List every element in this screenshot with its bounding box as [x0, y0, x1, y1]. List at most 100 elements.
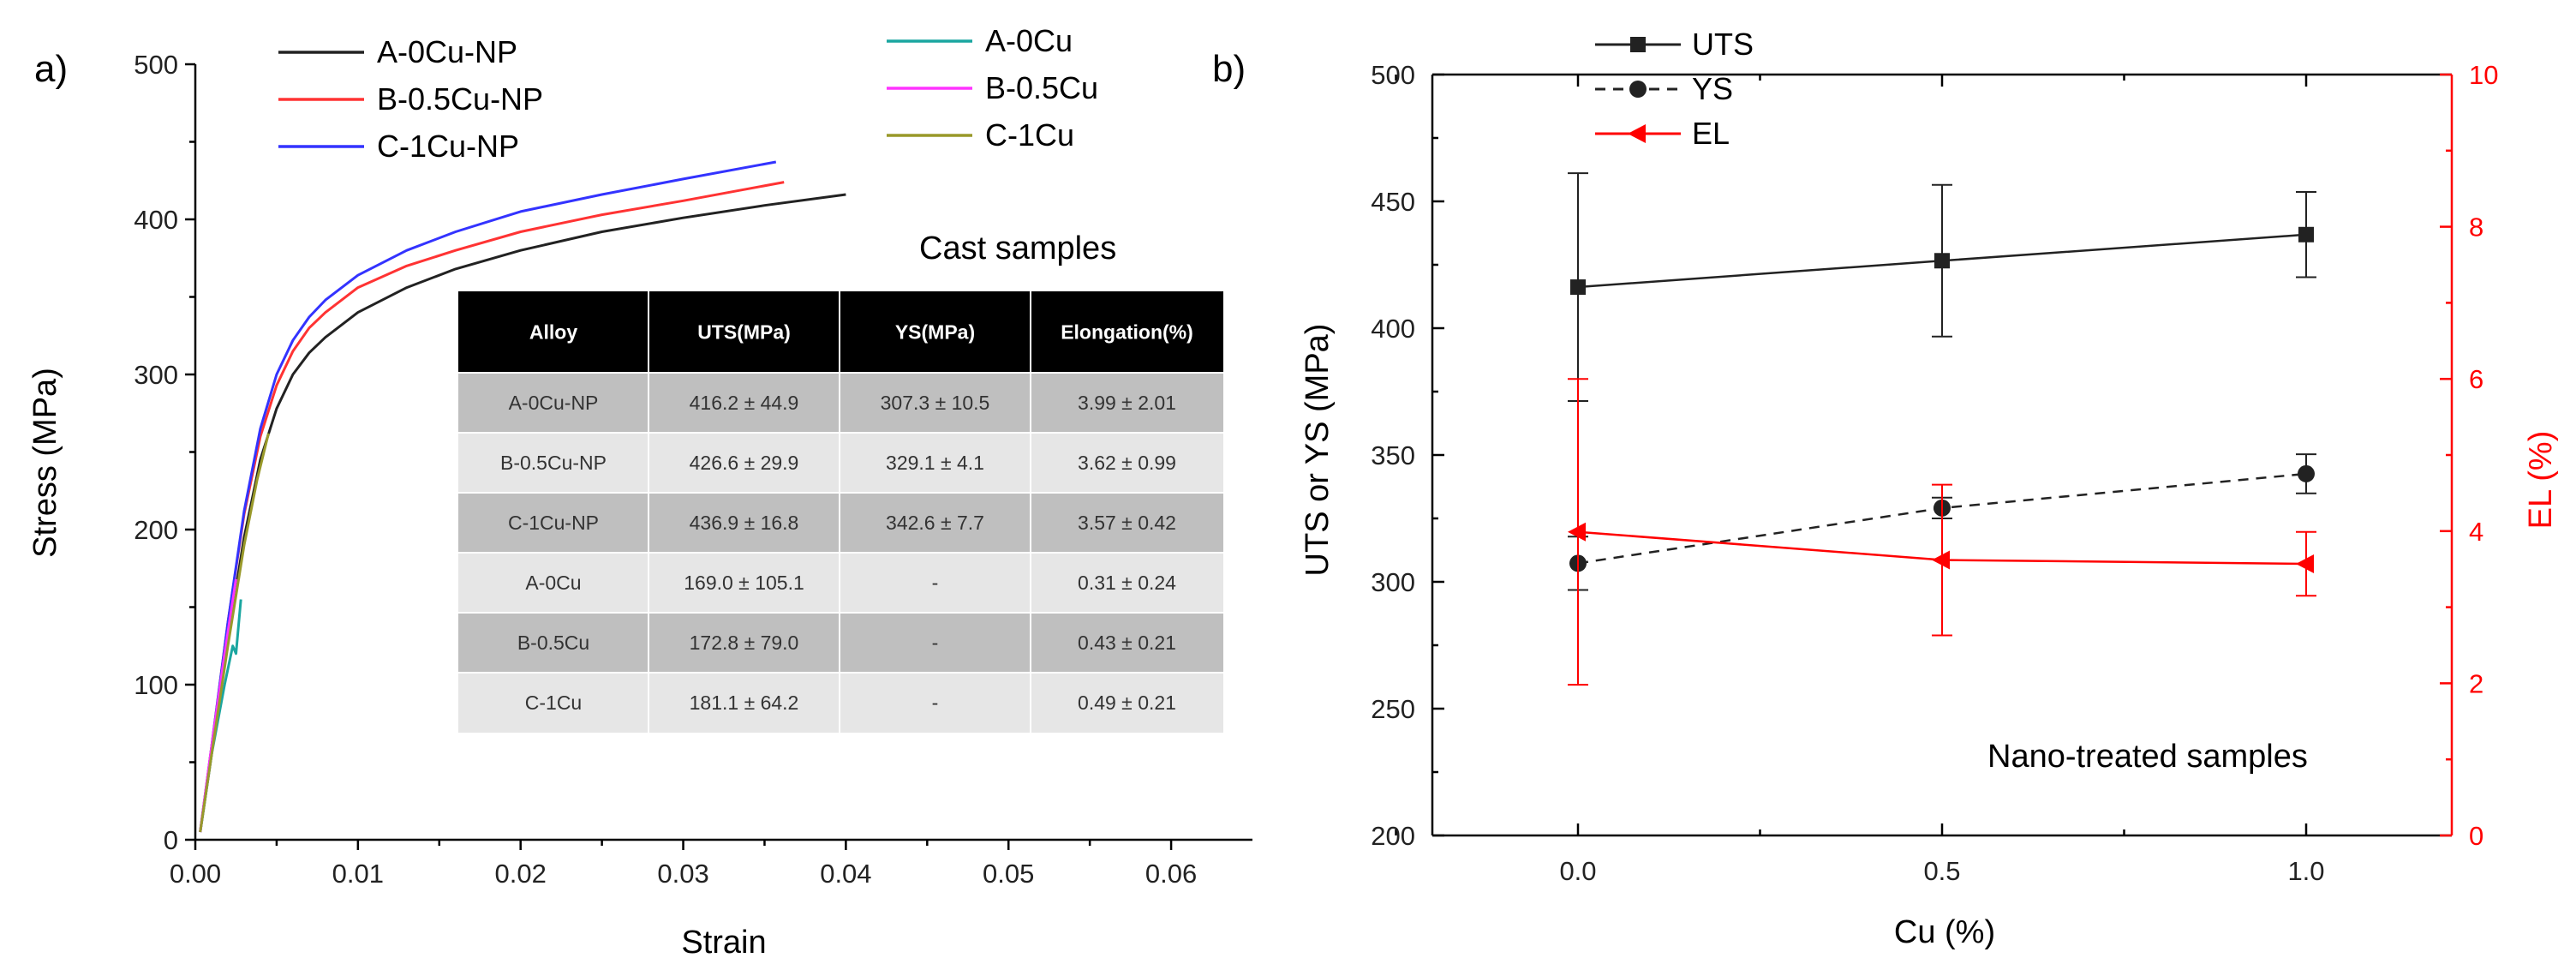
table-cell-bg [458, 673, 648, 733]
table-cell: 3.99 ± 2.01 [1078, 392, 1176, 414]
panel-b-y-tick-label: 350 [1371, 440, 1415, 470]
legend-label-c-1cu-np: C-1Cu-NP [377, 129, 519, 164]
table-cell: C-1Cu [525, 692, 582, 714]
table-cell: A-0Cu-NP [509, 392, 599, 414]
panel-a-y-tick-label: 400 [134, 205, 178, 235]
table-cell: A-0Cu [525, 572, 581, 594]
table-cell-bg [1031, 553, 1223, 613]
panel-b-y2-tick-label: 6 [2469, 364, 2483, 394]
legend-label-a-0cu: A-0Cu [985, 23, 1073, 58]
table-cell: 307.3 ± 10.5 [881, 392, 990, 414]
table-cell: 342.6 ± 7.7 [886, 512, 984, 534]
table-cell-bg [1031, 493, 1223, 553]
panel-b-x-tick-label: 0.5 [1923, 856, 1960, 886]
legend-label-ys: YS [1692, 71, 1733, 106]
panel-b-y-tick-label: 250 [1371, 694, 1415, 724]
panel-a-x-tick-label: 0.01 [332, 859, 384, 889]
panel-a-legend: A-0Cu-NP B-0.5Cu-NP C-1Cu-NP A-0Cu B-0.5Cu C-… [278, 23, 1098, 164]
table-cell-bg [840, 673, 1031, 733]
panel-a-label: a) [34, 48, 68, 90]
table-cell: 0.43 ± 0.21 [1078, 632, 1176, 654]
table-cell: B-0.5Cu [517, 632, 589, 654]
panel-a-curves [199, 160, 846, 833]
panel-b-y-tick-label: 500 [1371, 60, 1415, 90]
panel-a-y-tick-label: 100 [134, 670, 178, 700]
panel-a-y-tick-label: 0 [164, 825, 178, 855]
table-cell: 169.0 ± 105.1 [684, 572, 804, 594]
table-cell-bg [458, 613, 648, 673]
table-cell: 436.9 ± 16.8 [690, 512, 799, 534]
panel-a-x-tick-label: 0.03 [657, 859, 708, 889]
point-uts [1934, 253, 1950, 269]
table-cell: 416.2 ± 44.9 [690, 392, 799, 414]
table-header-cell [840, 291, 1031, 373]
table-cell: - [932, 572, 939, 594]
table-cell: 329.1 ± 4.1 [886, 452, 984, 474]
table-cell: 426.6 ± 29.9 [690, 452, 799, 474]
table-cell: 3.57 ± 0.42 [1078, 512, 1176, 534]
panel-a-y-tick-label: 500 [134, 50, 178, 80]
point-el [1568, 522, 1586, 542]
table-cell: - [932, 632, 939, 654]
table-cell-bg [648, 553, 840, 613]
panel-b-legend: UTS YS EL [1595, 27, 1754, 151]
cast-samples-table: Cast samples Alloy UTS(MPa) YS(MPa) Elongat… [458, 231, 1223, 733]
curve-c-1cu [199, 433, 270, 833]
panel-b-label: b) [1212, 48, 1246, 90]
nano-treated-annotation: Nano-treated samples [1987, 739, 2308, 775]
table-cell: 181.1 ± 64.2 [690, 692, 799, 714]
table-cell-bg [648, 373, 840, 433]
table-cell-bg [648, 673, 840, 733]
table-cell-bg [1031, 433, 1223, 493]
table-header-ys-mpa: YS(MPa) [895, 321, 975, 344]
legend-label-uts: UTS [1692, 27, 1754, 62]
table-cell: 172.8 ± 79.0 [690, 632, 799, 654]
panel-a-y-axis-title: Stress (MPa) [27, 368, 63, 558]
legend-marker-el [1628, 124, 1646, 143]
panel-b-y2-tick-label: 8 [2469, 213, 2483, 243]
panel-a-x-tick-label: 0.05 [983, 859, 1034, 889]
panel-a-x-tick-label: 0.06 [1145, 859, 1197, 889]
panel-b-x-tick-label: 1.0 [2287, 856, 2324, 886]
table-cell-bg [648, 493, 840, 553]
table-cell-bg [648, 433, 840, 493]
panel-a-x-tick-label: 0.00 [170, 859, 221, 889]
table-header-cell [458, 291, 648, 373]
point-el [2296, 554, 2314, 573]
panel-a-x-tick-label: 0.02 [495, 859, 547, 889]
table-cell: B-0.5Cu-NP [500, 452, 607, 474]
panel-b-axes: 0.0 0.5 1.0 200 250 300 350 400 450 500 0 2 4 6 8 10 [1371, 60, 2498, 886]
table-cell-bg [840, 493, 1031, 553]
table-header-elongation: Elongation(%) [1061, 321, 1193, 344]
table-cell-bg [1031, 373, 1223, 433]
table-cell: - [932, 692, 939, 714]
table-cell-bg [840, 433, 1031, 493]
legend-label-b-0-5cu-np: B-0.5Cu-NP [377, 81, 543, 117]
panel-a-stress-strain-chart: a) 0.00 0.01 0.02 0.03 0.04 0.05 0.06 0 100 200 30… [27, 23, 1252, 961]
legend-label-a-0cu-np: A-0Cu-NP [377, 34, 517, 69]
table-cell-bg [458, 373, 648, 433]
panel-b-y-tick-label: 400 [1371, 314, 1415, 344]
table-cell-bg [1031, 613, 1223, 673]
point-ys [2298, 464, 2315, 482]
panel-a-axes: 0.00 0.01 0.02 0.03 0.04 0.05 0.06 0 100 200 300 40… [134, 50, 1252, 889]
panel-a-x-tick-label: 0.04 [820, 859, 871, 889]
panel-b-y2-tick-label: 4 [2469, 517, 2483, 547]
point-uts [1570, 279, 1586, 296]
table-header-cell [1031, 291, 1223, 373]
table-header-alloy: Alloy [529, 321, 577, 344]
table-cell-bg [648, 613, 840, 673]
legend-label-b-0-5cu: B-0.5Cu [985, 70, 1098, 105]
panel-b-y2-axis-title: EL (%) [2523, 431, 2559, 530]
panel-b-y-axis-title: UTS or YS (MPa) [1300, 324, 1336, 577]
table-cell: 3.62 ± 0.99 [1078, 452, 1176, 474]
table-cell: C-1Cu-NP [508, 512, 599, 534]
panel-a-x-axis-title: Strain [681, 925, 766, 961]
panel-a-y-tick-label: 300 [134, 360, 178, 390]
panel-b-properties-chart: b) 0.0 0.5 1.0 200 250 300 350 400 450 500 0 2 4 6 8 10… [1212, 27, 2559, 950]
panel-a-y-tick-label: 200 [134, 515, 178, 545]
table-cell-bg [458, 433, 648, 493]
panel-b-y-tick-label: 200 [1371, 821, 1415, 851]
cast-samples-title: Cast samples [919, 231, 1116, 266]
